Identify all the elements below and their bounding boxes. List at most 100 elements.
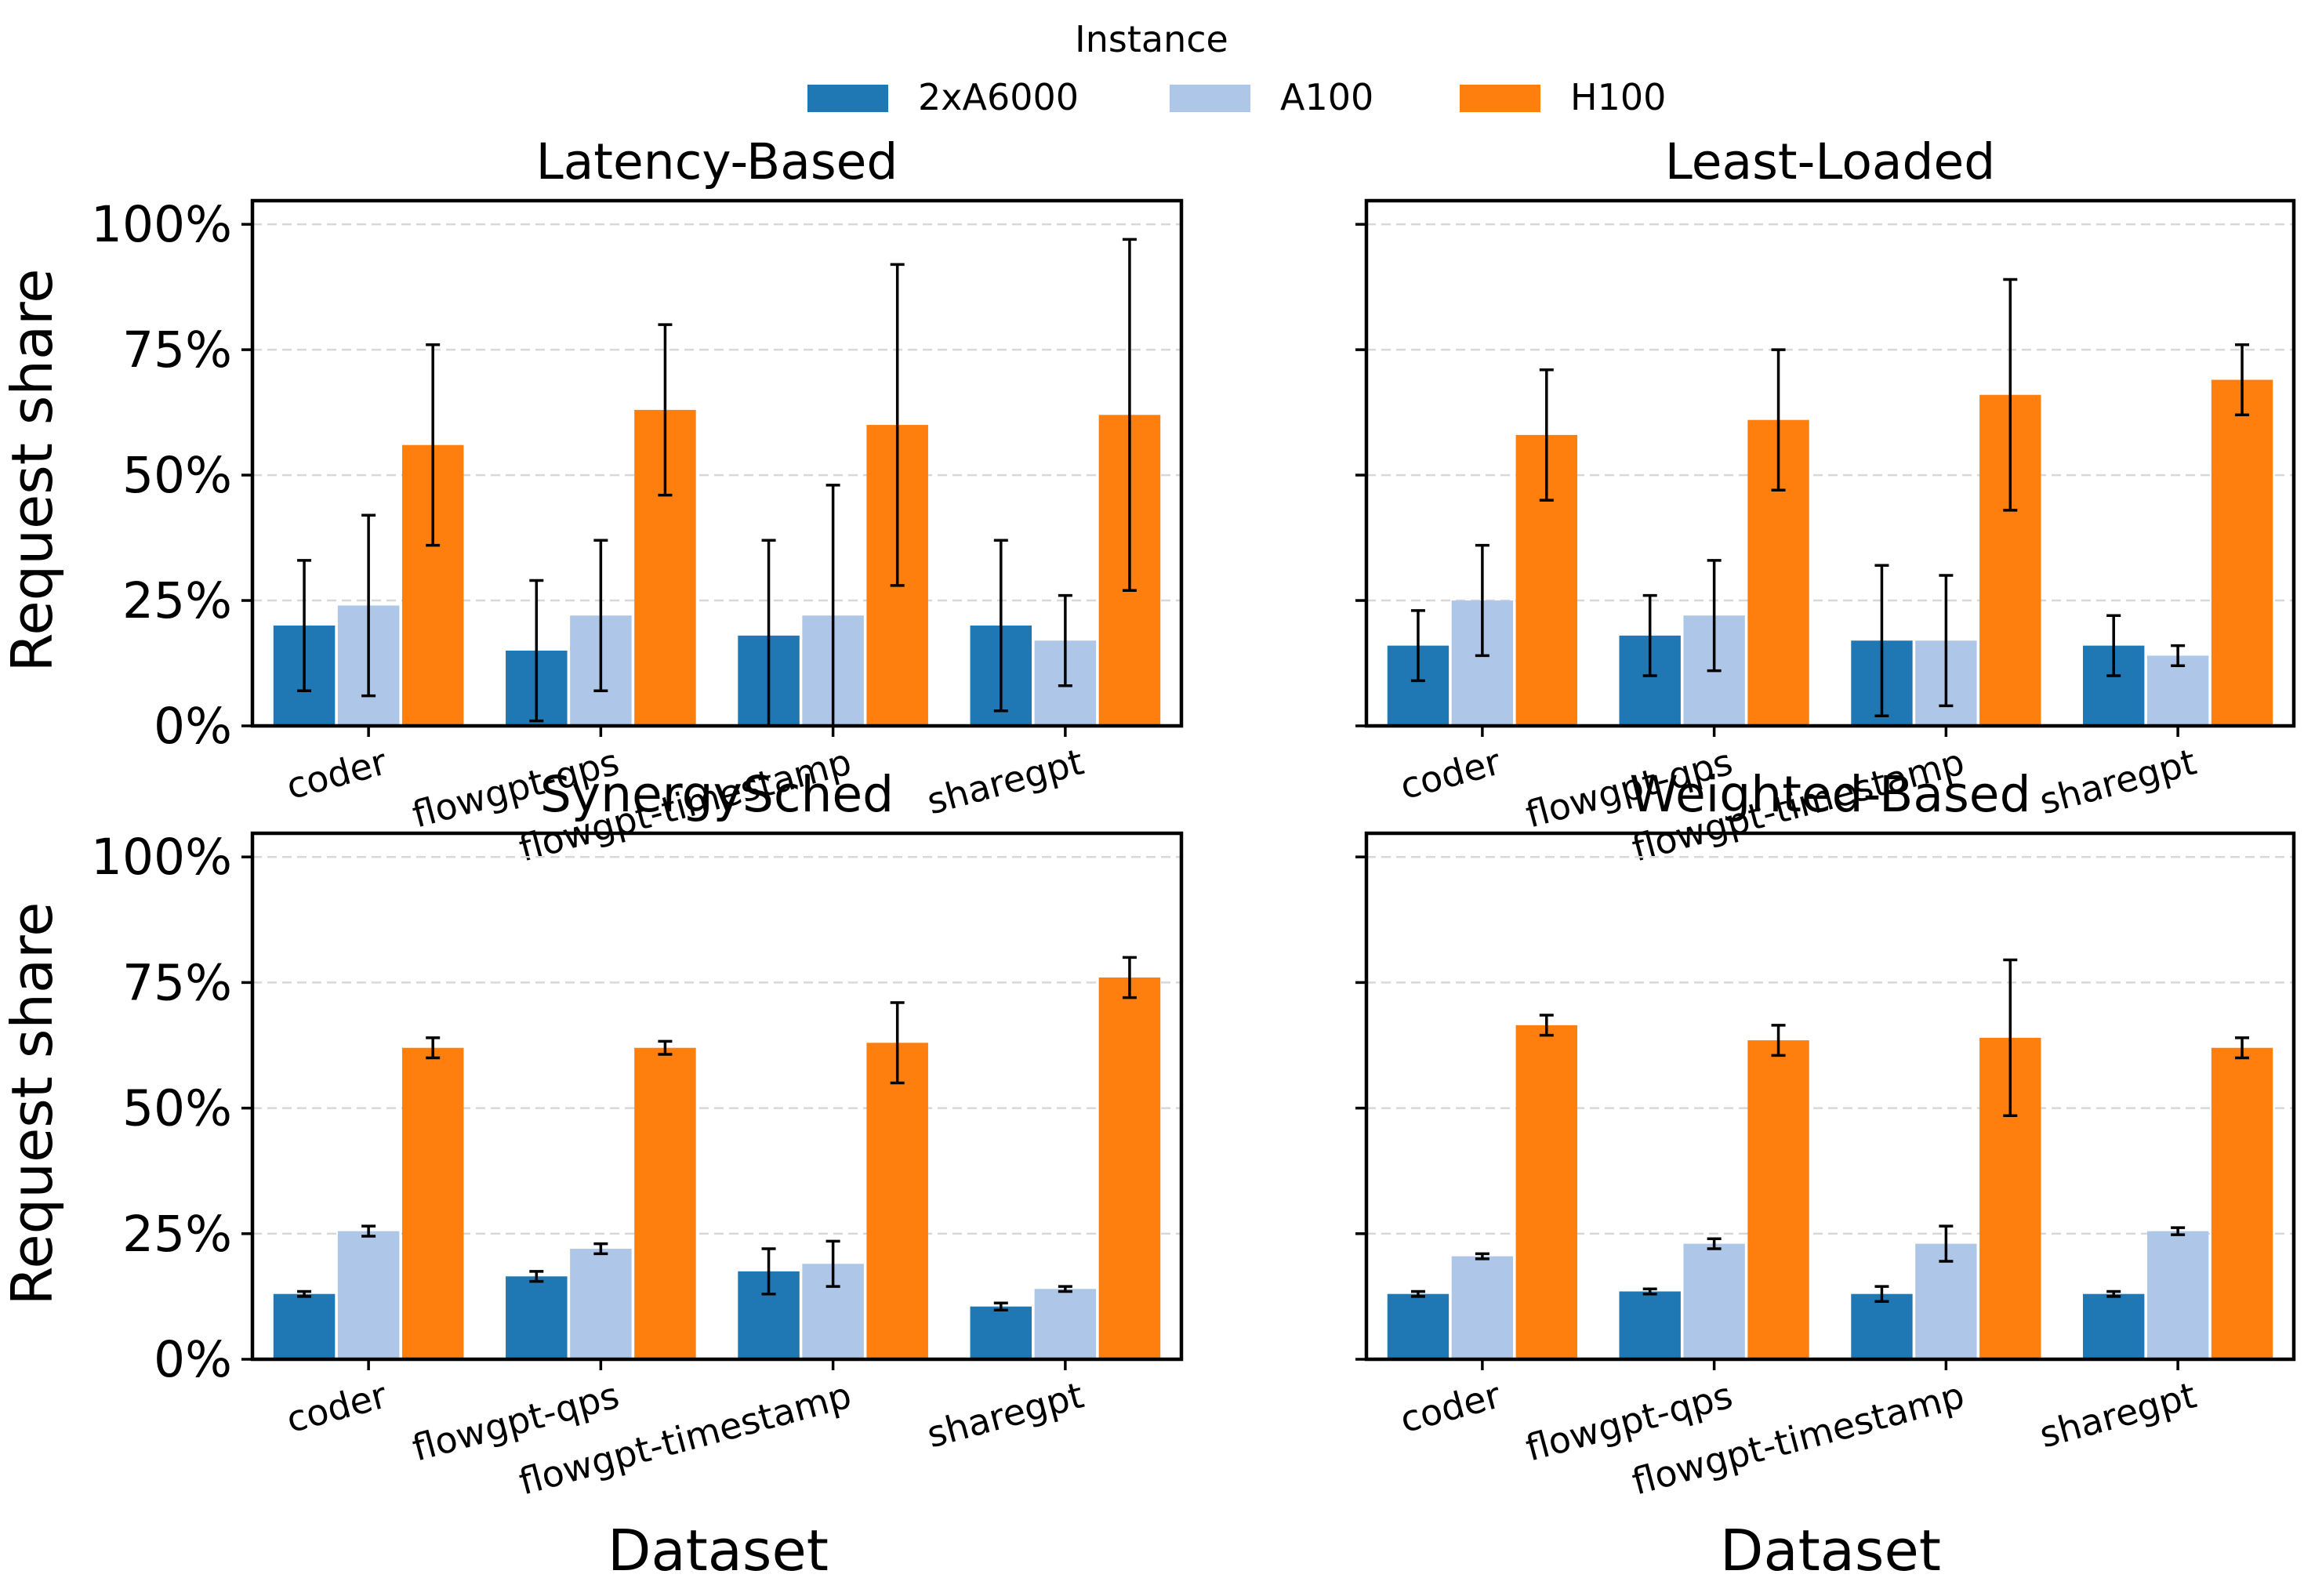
y-tick-label: 100% [91,196,232,253]
bar-2xa6000-coder [1387,1293,1450,1359]
bar-a100-flowgpt-qps [570,1249,632,1359]
bar-2xa6000-coder [273,1293,336,1359]
y-axis-label-bottom: Request share [0,902,65,1306]
error-bar-h100-flowgpt-qps [1771,348,1786,492]
y-tick-label: 25% [122,572,232,629]
x-tick-label-sharegpt: sharegpt [923,740,1088,822]
error-bar-h100-flowgpt-timestamp [2003,277,2018,512]
bar-2xa6000-flowgpt-qps [1619,1291,1681,1359]
y-tick-label: 75% [122,954,232,1011]
error-bar-2xa6000-flowgpt-timestamp [1874,564,1889,717]
error-bar-h100-flowgpt-qps [658,323,673,497]
legend: Instance 2xA6000 A100 H100 [807,18,1666,118]
error-bar-2xa6000-coder [1410,1289,1425,1298]
axes-frame [1364,831,2296,1362]
x-tick-label-sharegpt: sharegpt [923,1373,1088,1456]
bar-h100-sharegpt [1098,977,1161,1359]
error-bar-a100-sharegpt [1058,593,1072,687]
axes-frame [250,198,1184,728]
x-axis-label-left: Dataset [608,1518,829,1583]
y-tick-label: 100% [91,829,232,886]
bar-2xa6000-sharegpt [970,1306,1032,1359]
error-bar-a100-sharegpt [2171,1226,2186,1236]
legend-title: Instance [1075,18,1228,60]
legend-swatch-h100 [1460,85,1540,112]
error-bar-2xa6000-sharegpt [993,1301,1008,1311]
x-tick-label-coder: coder [282,1373,391,1441]
bar-a100-sharegpt [1034,1289,1097,1359]
error-bar-a100-flowgpt-qps [1707,559,1722,673]
error-bar-a100-flowgpt-timestamp [1939,574,1954,708]
error-bar-2xa6000-coder [297,1289,312,1298]
error-bar-a100-coder [1475,543,1489,658]
y-tick-label: 0% [154,698,232,755]
error-bar-a100-flowgpt-qps [593,1242,608,1256]
error-bar-h100-flowgpt-qps [658,1039,673,1056]
x-tick-label-sharegpt: sharegpt [2035,740,2201,822]
bar-h100-flowgpt-qps [1747,1040,1809,1359]
y-tick-label: 50% [122,447,232,504]
x-tick-label-coder: coder [1395,1373,1504,1441]
error-bar-2xa6000-flowgpt-qps [1642,593,1657,677]
bar-a100-flowgpt-timestamp [1915,1243,1977,1359]
bar-h100-flowgpt-qps [634,1047,696,1359]
bar-h100-flowgpt-timestamp [866,1043,928,1359]
panel-title: Latency-Based [536,133,898,190]
legend-swatch-a100 [1170,85,1250,112]
panel-title: SynergySched [540,766,894,823]
error-bar-a100-flowgpt-qps [593,539,608,692]
x-tick-label-coder: coder [1395,740,1504,807]
error-bar-a100-coder [361,513,376,698]
error-bar-h100-flowgpt-timestamp [2003,958,2018,1117]
error-bar-2xa6000-sharegpt [2106,614,2121,677]
y-tick-label: 75% [122,321,232,379]
bar-2xa6000-sharegpt [2083,1293,2145,1359]
bar-2xa6000-flowgpt-qps [506,1276,568,1359]
error-bar-a100-flowgpt-qps [1707,1237,1722,1250]
error-bar-h100-coder [1539,1014,1554,1037]
bar-h100-coder [1515,1025,1577,1359]
x-tick-label-coder: coder [282,740,391,807]
panel-title: Least-Loaded [1665,133,1996,190]
error-bar-a100-coder [1475,1252,1489,1260]
y-tick-label: 50% [122,1080,232,1137]
legend-label-h100: H100 [1570,76,1666,118]
error-bar-2xa6000-coder [297,559,312,692]
axes-frame [1364,198,2296,728]
bar-a100-sharegpt [2146,655,2209,726]
error-bar-2xa6000-coder [1410,609,1425,683]
error-bar-a100-flowgpt-timestamp [825,1239,840,1288]
error-bar-2xa6000-sharegpt [2106,1289,2121,1298]
error-bar-h100-sharegpt [1122,956,1137,999]
error-bar-2xa6000-flowgpt-timestamp [761,1247,776,1296]
error-bar-h100-sharegpt [1122,238,1137,592]
error-bar-h100-coder [1539,368,1554,502]
error-bar-h100-coder [426,343,441,547]
legend-label-2xa6000: 2xA6000 [918,76,1079,118]
bar-a100-sharegpt [2146,1231,2209,1359]
bar-a100-coder [1451,1256,1514,1359]
y-tick-label: 25% [122,1206,232,1263]
x-axis-label-right: Dataset [1720,1518,1941,1583]
error-bar-a100-flowgpt-timestamp [1939,1224,1954,1263]
error-bar-a100-sharegpt [2171,644,2186,667]
y-axis-label-top: Request share [0,269,65,673]
legend-swatch-2xa6000 [807,85,888,112]
error-bar-h100-coder [426,1036,441,1060]
error-bar-2xa6000-flowgpt-qps [529,1270,544,1283]
error-bar-2xa6000-sharegpt [993,539,1008,713]
error-bar-h100-sharegpt [2235,343,2250,417]
bar-2xa6000-flowgpt-timestamp [1851,1293,1913,1359]
panel-title: Weighted-Based [1629,766,2030,823]
error-bar-2xa6000-flowgpt-timestamp [1874,1285,1889,1304]
panel-latency-based: 0%25%50%75%100%coder flowgpt-qpsflowgpt-t… [91,133,1184,869]
error-bar-h100-sharegpt [2235,1036,2250,1060]
legend-label-a100: A100 [1280,76,1373,118]
error-bar-a100-coder [361,1224,376,1238]
bar-h100-sharegpt [2211,1047,2273,1359]
bar-a100-coder [337,1231,400,1359]
x-tick-label-sharegpt: sharegpt [2035,1373,2201,1456]
bar-a100-flowgpt-qps [1683,1243,1745,1359]
